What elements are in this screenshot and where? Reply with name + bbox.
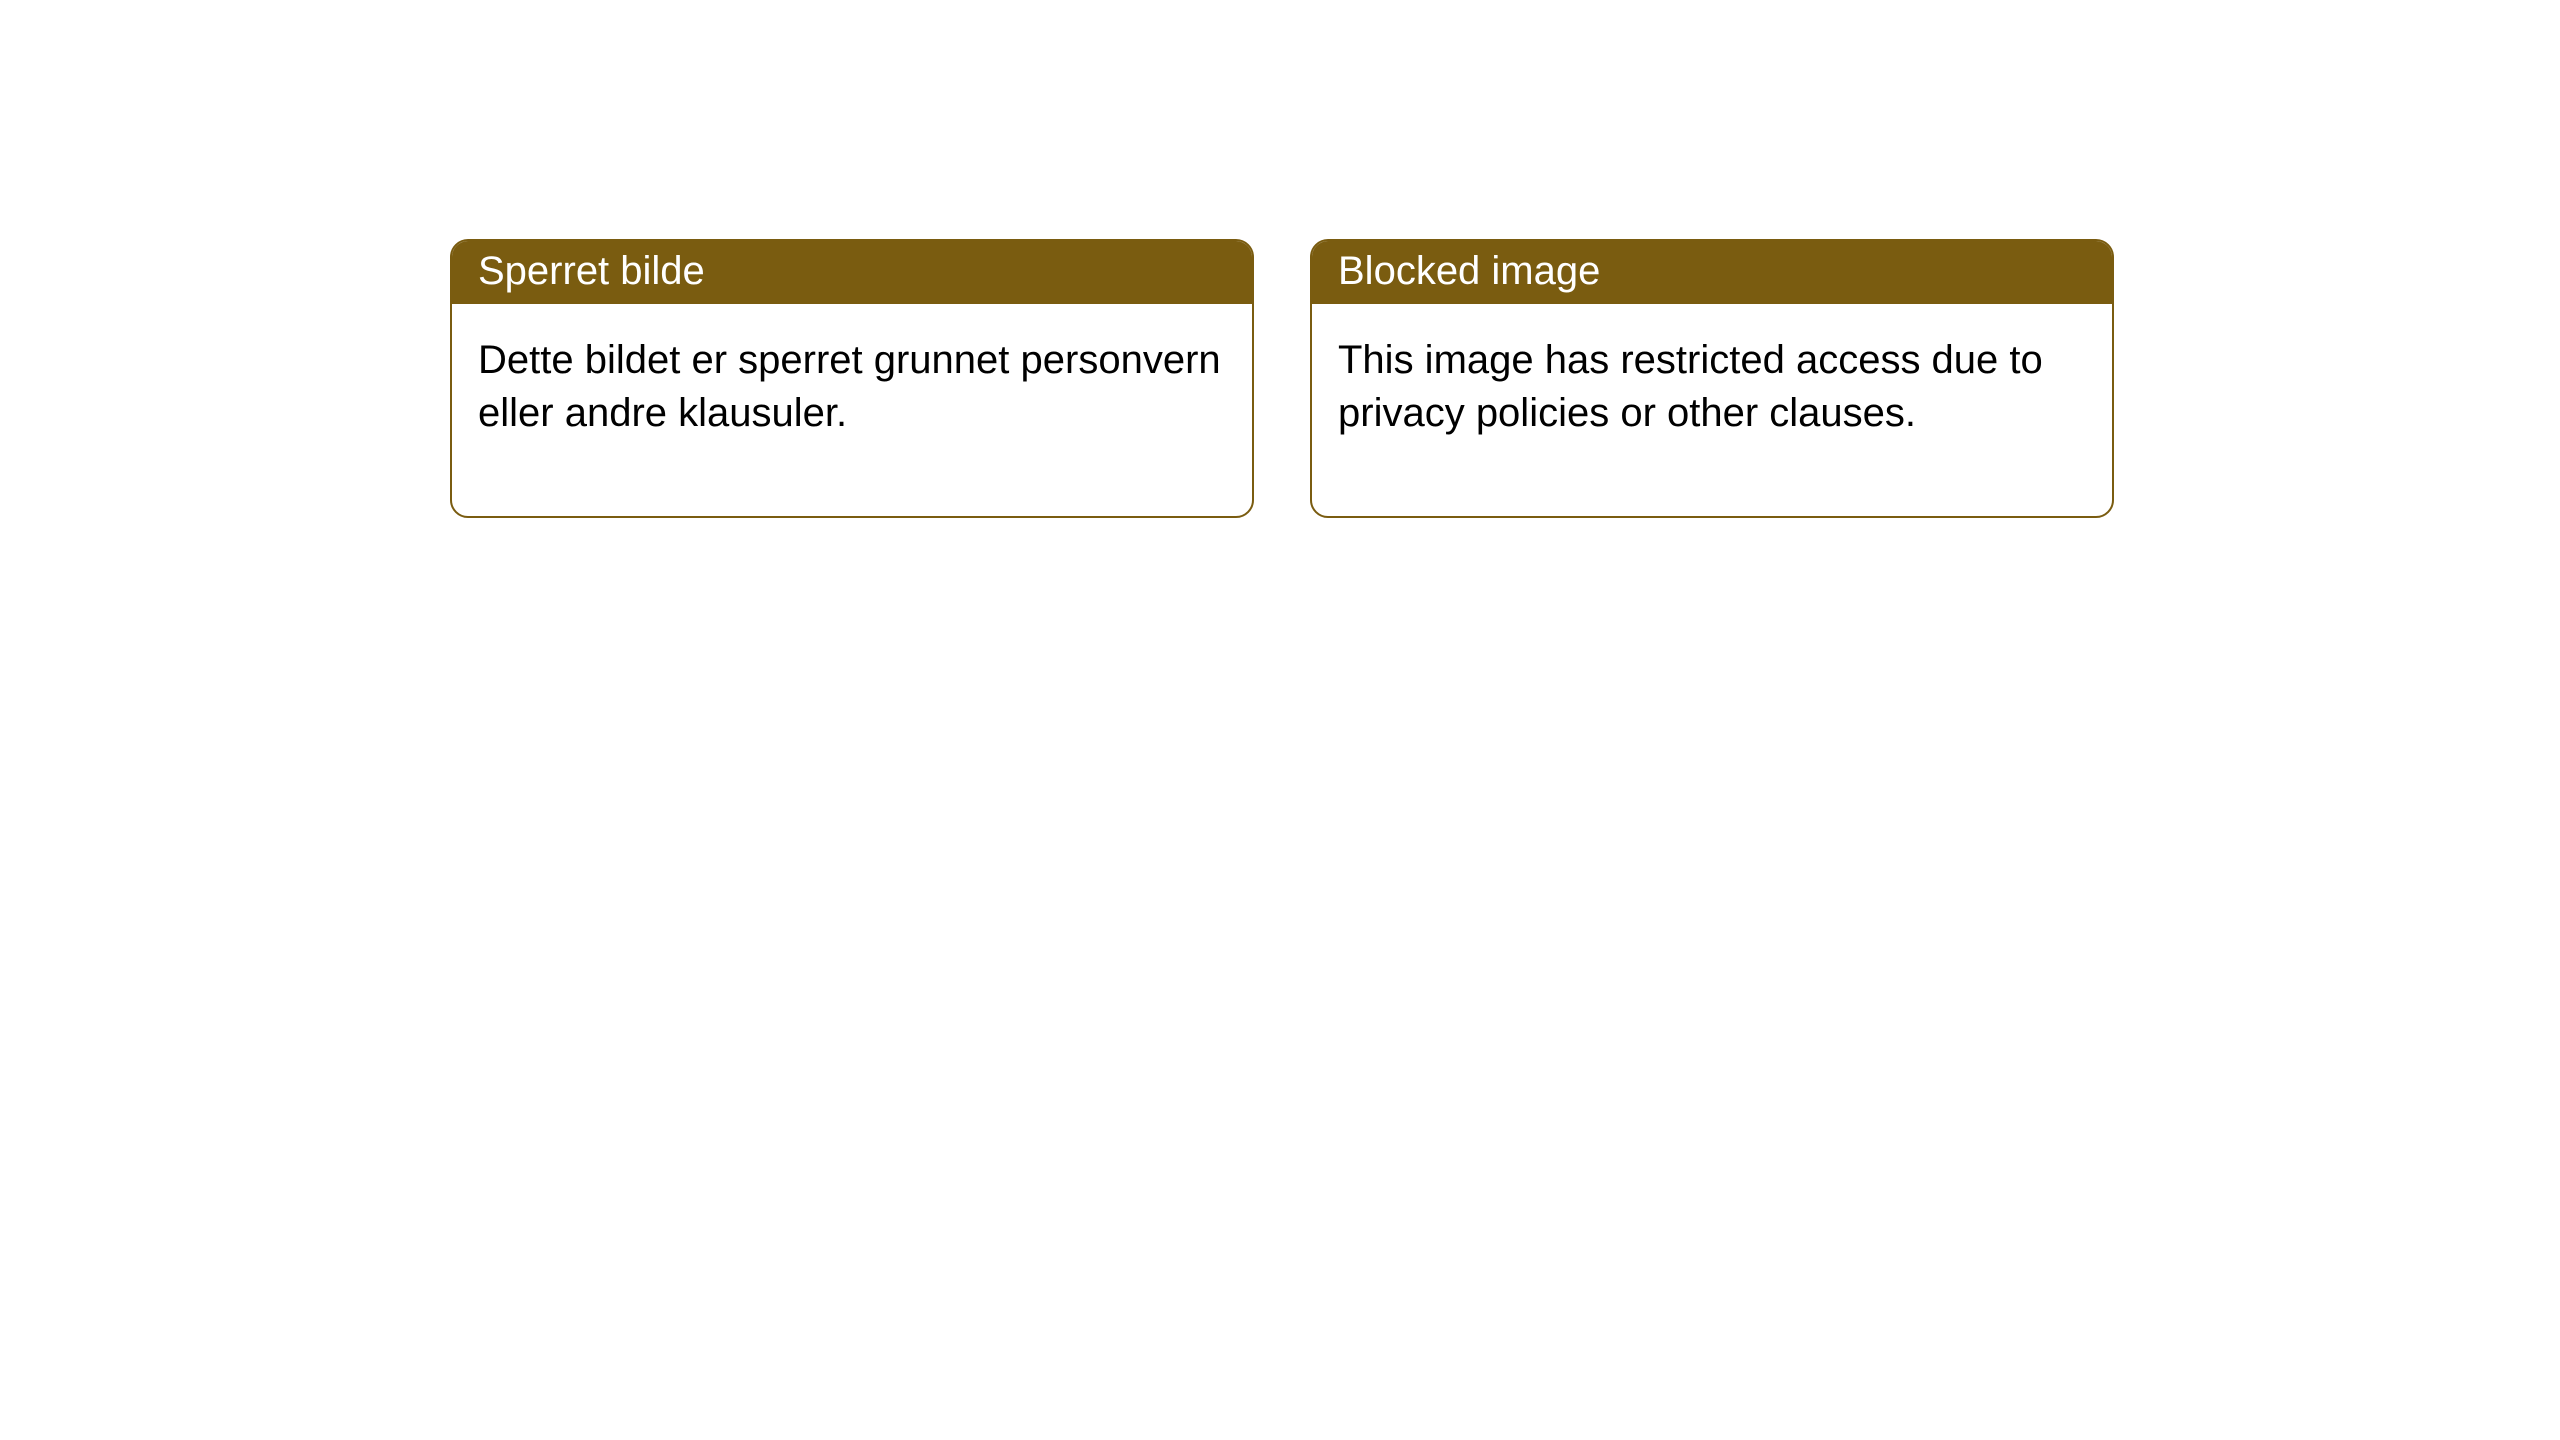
notice-body: This image has restricted access due to … — [1312, 304, 2112, 516]
notice-header: Sperret bilde — [452, 241, 1252, 304]
notice-body: Dette bildet er sperret grunnet personve… — [452, 304, 1252, 516]
notice-box-norwegian: Sperret bilde Dette bildet er sperret gr… — [450, 239, 1254, 518]
notice-container: Sperret bilde Dette bildet er sperret gr… — [450, 239, 2114, 518]
notice-header: Blocked image — [1312, 241, 2112, 304]
notice-box-english: Blocked image This image has restricted … — [1310, 239, 2114, 518]
